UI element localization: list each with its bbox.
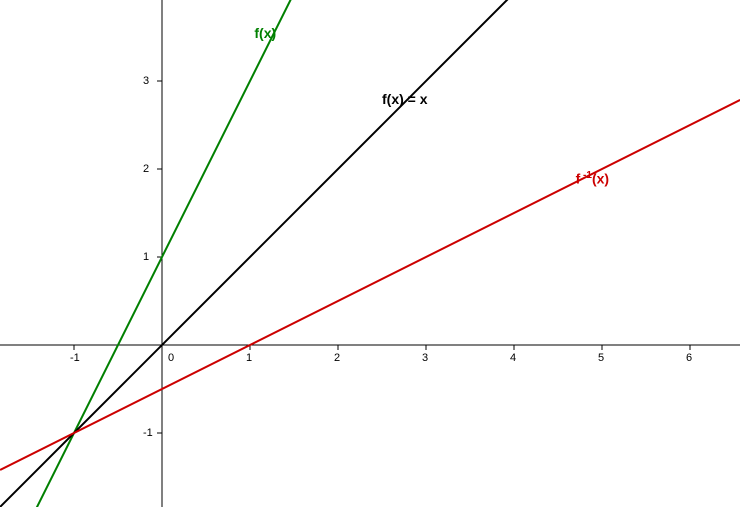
x-tick-label: 1 — [246, 352, 252, 364]
series-label-finv: f -1(x) — [576, 170, 609, 187]
x-tick-label: 0 — [168, 352, 174, 364]
y-tick-label: 2 — [143, 163, 149, 175]
series-line-finv — [0, 100, 740, 470]
series-label-fx: f(x) — [254, 25, 276, 41]
x-tick-label: 6 — [686, 352, 692, 364]
x-tick-label: 5 — [598, 352, 604, 364]
x-tick-label: -1 — [70, 352, 80, 364]
function-graph — [0, 0, 740, 507]
x-tick-label: 3 — [422, 352, 428, 364]
series-line-fx — [0, 0, 740, 507]
series-label-identity: f(x) = x — [382, 91, 428, 107]
series-line-identity — [0, 0, 740, 507]
y-tick-label: 1 — [143, 251, 149, 263]
y-tick-label: -1 — [143, 427, 153, 439]
x-tick-label: 2 — [334, 352, 340, 364]
y-tick-label: 3 — [143, 75, 149, 87]
x-tick-label: 4 — [510, 352, 516, 364]
